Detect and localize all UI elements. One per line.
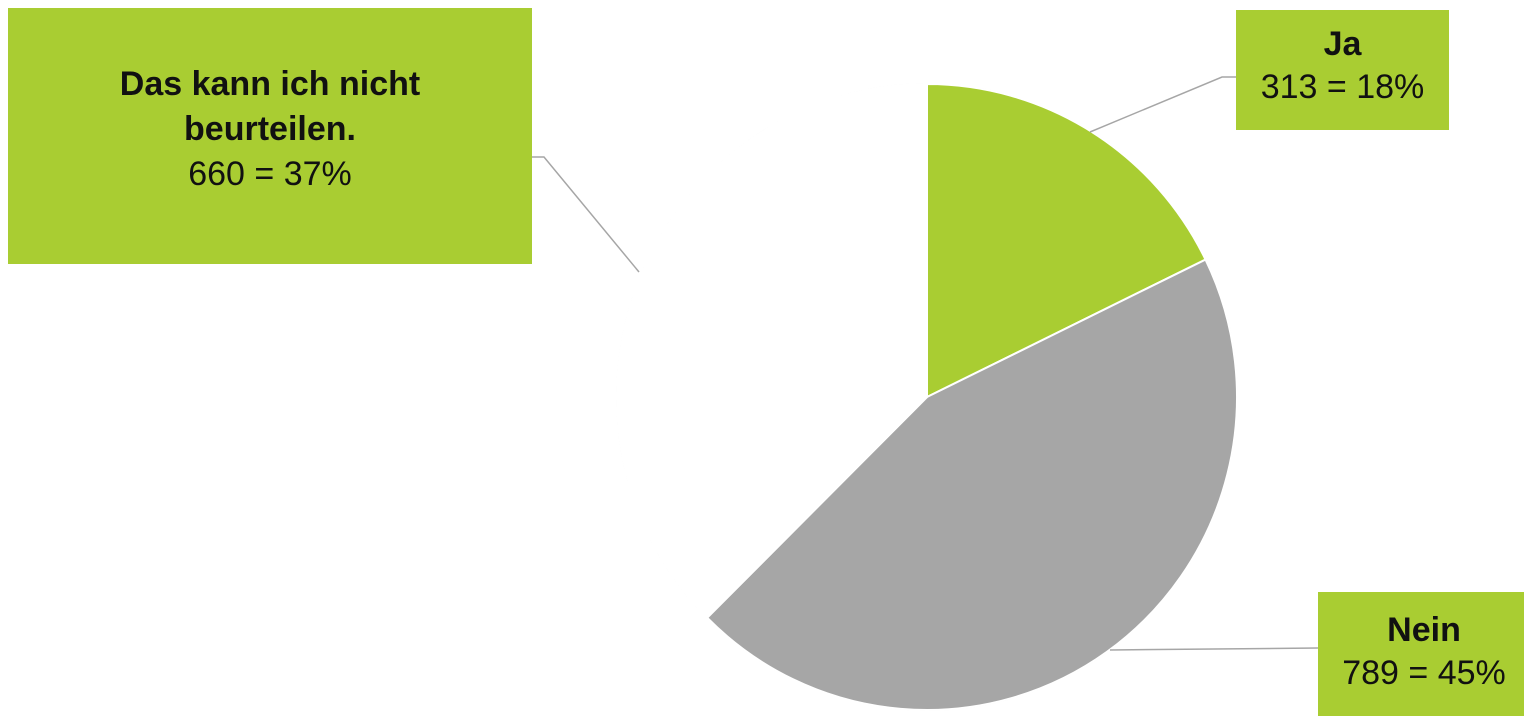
leader-line-unsure <box>532 156 640 273</box>
slice-unsure <box>616 82 928 620</box>
data-label-nein-category: Nein <box>1387 611 1461 649</box>
data-label-unsure: Das kann ich nicht beurteilen. 660 = 37% <box>8 8 532 264</box>
data-label-ja: Ja 313 = 18% <box>1236 10 1449 130</box>
data-label-ja-category: Ja <box>1323 25 1362 63</box>
slice-nein <box>705 258 1238 711</box>
data-label-nein: Nein 789 = 45% <box>1318 592 1524 716</box>
leader-line-ja <box>1089 76 1236 133</box>
data-label-unsure-category: Das kann ich nicht beurteilen. <box>119 65 421 148</box>
data-label-unsure-value: 660 = 37% <box>188 155 352 193</box>
data-label-ja-value: 313 = 18% <box>1260 68 1425 106</box>
leader-line-nein <box>1109 647 1319 651</box>
data-label-nein-value: 789 = 45% <box>1342 654 1506 692</box>
